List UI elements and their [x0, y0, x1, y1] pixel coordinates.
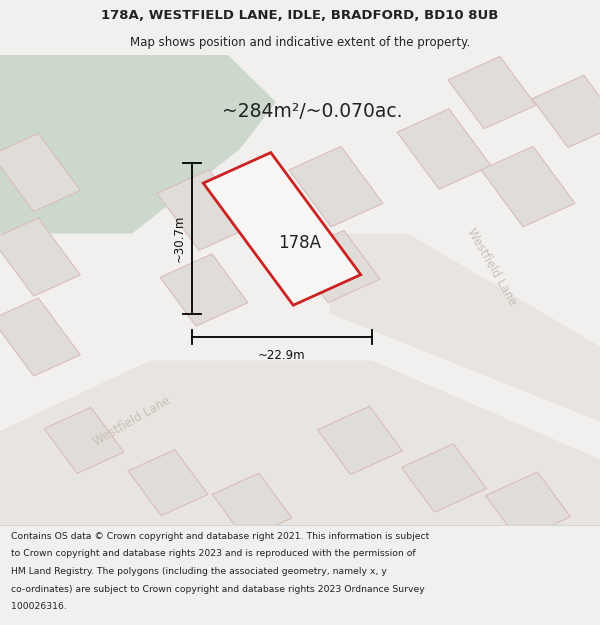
- Polygon shape: [128, 450, 208, 516]
- Polygon shape: [401, 444, 487, 512]
- Text: 100026316.: 100026316.: [11, 602, 67, 611]
- Polygon shape: [0, 218, 80, 296]
- Text: co-ordinates) are subject to Crown copyright and database rights 2023 Ordnance S: co-ordinates) are subject to Crown copyr…: [11, 584, 425, 594]
- Polygon shape: [0, 361, 600, 525]
- Polygon shape: [212, 473, 292, 539]
- Text: ~22.9m: ~22.9m: [258, 349, 306, 362]
- Text: to Crown copyright and database rights 2023 and is reproduced with the permissio: to Crown copyright and database rights 2…: [11, 549, 415, 559]
- Text: ~30.7m: ~30.7m: [173, 214, 186, 262]
- Polygon shape: [0, 55, 276, 234]
- Polygon shape: [397, 109, 491, 189]
- Polygon shape: [448, 56, 536, 129]
- Text: Map shows position and indicative extent of the property.: Map shows position and indicative extent…: [130, 36, 470, 49]
- Polygon shape: [0, 298, 80, 376]
- Text: Westfield Lane: Westfield Lane: [91, 394, 173, 449]
- Polygon shape: [203, 152, 361, 305]
- Polygon shape: [317, 406, 403, 474]
- Polygon shape: [481, 146, 575, 227]
- Text: 178A, WESTFIELD LANE, IDLE, BRADFORD, BD10 8UB: 178A, WESTFIELD LANE, IDLE, BRADFORD, BD…: [101, 9, 499, 22]
- Polygon shape: [160, 254, 248, 326]
- Polygon shape: [157, 170, 251, 251]
- Text: HM Land Registry. The polygons (including the associated geometry, namely x, y: HM Land Registry. The polygons (includin…: [11, 567, 386, 576]
- Text: ~284m²/~0.070ac.: ~284m²/~0.070ac.: [222, 102, 402, 121]
- Polygon shape: [330, 234, 600, 422]
- Polygon shape: [289, 146, 383, 227]
- Text: 178A: 178A: [278, 234, 322, 252]
- Polygon shape: [485, 472, 571, 541]
- Polygon shape: [44, 408, 124, 473]
- Text: Westfield Lane: Westfield Lane: [464, 226, 520, 308]
- Polygon shape: [0, 133, 80, 212]
- Polygon shape: [292, 231, 380, 302]
- Polygon shape: [532, 75, 600, 148]
- Text: Contains OS data © Crown copyright and database right 2021. This information is : Contains OS data © Crown copyright and d…: [11, 532, 429, 541]
